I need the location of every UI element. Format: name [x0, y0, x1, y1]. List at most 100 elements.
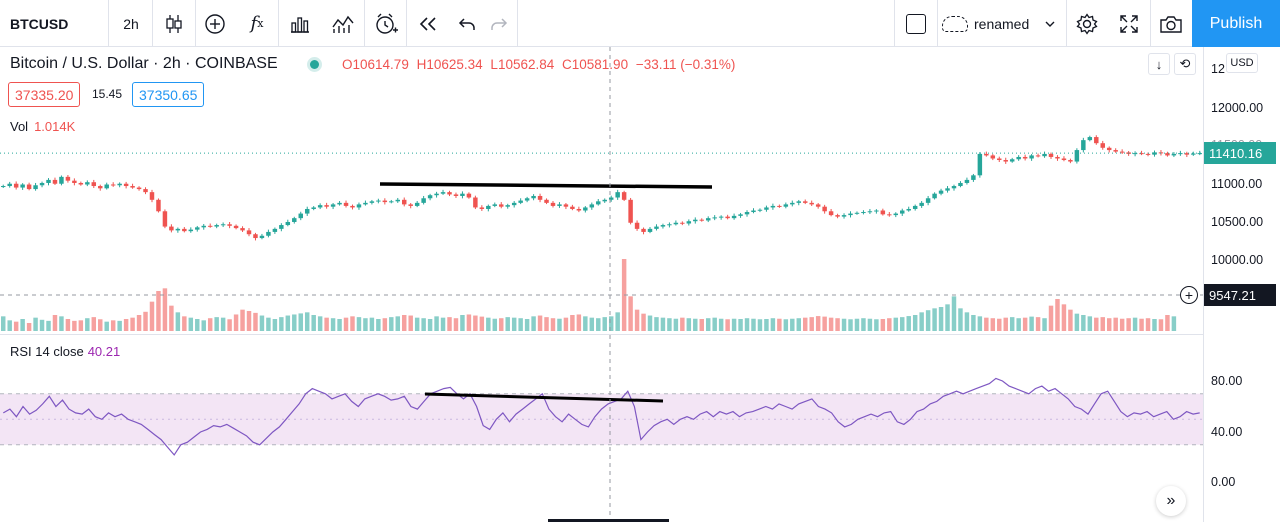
- candle-body: [330, 204, 336, 207]
- go-to-realtime-icon[interactable]: »: [1156, 486, 1186, 516]
- volume-legend: Vol 1.014K: [10, 119, 76, 134]
- candle-body: [13, 183, 19, 188]
- replay-icon[interactable]: [410, 0, 446, 47]
- camera-icon[interactable]: [1152, 0, 1190, 47]
- volume-bar: [123, 319, 129, 331]
- candle-body: [143, 189, 148, 193]
- layout-icon[interactable]: [906, 14, 926, 34]
- volume-bar: [932, 308, 937, 331]
- candle-body: [997, 158, 1002, 161]
- volume-bar: [1035, 317, 1041, 331]
- candle-body: [1055, 156, 1060, 159]
- volume-bar: [298, 313, 303, 331]
- candle-body: [149, 192, 155, 200]
- volume-bar: [1094, 317, 1099, 331]
- add-plus-icon[interactable]: +: [1180, 286, 1198, 304]
- volume-bar: [712, 317, 717, 331]
- candle-body: [317, 205, 323, 208]
- ohlc-values: O10614.79 H10625.34 L10562.84 C10581.90 …: [342, 57, 736, 72]
- pane-separator[interactable]: [0, 334, 1203, 335]
- scroll-down-icon[interactable]: ↓: [1148, 53, 1170, 75]
- volume-bar: [408, 315, 413, 331]
- redo-icon[interactable]: [484, 0, 514, 47]
- layout-name-button[interactable]: renamed: [942, 0, 1064, 47]
- candle-body: [544, 199, 549, 203]
- interval-button[interactable]: 2h: [123, 15, 139, 32]
- volume-bar: [395, 316, 400, 331]
- undo-icon[interactable]: [452, 0, 482, 47]
- settings-icon[interactable]: [1068, 0, 1106, 47]
- volume-bar: [1029, 316, 1034, 331]
- volume-bar: [1042, 318, 1047, 331]
- chart-canvas[interactable]: [0, 47, 1203, 522]
- volume-bar: [447, 317, 452, 331]
- legend-symbol-title: Bitcoin / U.S. Dollar · 2h · COINBASE: [10, 55, 278, 72]
- volume-bar: [770, 318, 776, 331]
- symbol-search-button[interactable]: BTCUSD: [10, 15, 69, 32]
- change-value: −33.11 (−0.31%): [635, 57, 736, 72]
- volume-bar: [667, 318, 672, 331]
- candle-body: [376, 200, 381, 202]
- candle-body: [634, 222, 640, 229]
- volume-bar: [1119, 318, 1125, 331]
- candle-body: [770, 205, 776, 208]
- compare-icon[interactable]: [324, 0, 362, 47]
- volume-bar: [272, 319, 278, 331]
- candle-body: [350, 205, 355, 208]
- indicators-plus-icon[interactable]: [198, 0, 232, 47]
- candle-body: [20, 184, 25, 188]
- auto-scale-icon[interactable]: ⟲: [1174, 53, 1196, 75]
- volume-bar: [790, 318, 795, 331]
- volume-bar: [1009, 317, 1015, 331]
- volume-bar: [654, 317, 659, 331]
- candle-body: [524, 198, 530, 201]
- candle-body: [1029, 155, 1034, 159]
- candle-body: [382, 200, 388, 203]
- candle-body: [259, 235, 265, 239]
- candles-icon[interactable]: [156, 0, 192, 47]
- candle-body: [201, 225, 206, 228]
- alert-icon[interactable]: [368, 0, 404, 47]
- currency-button[interactable]: USD: [1226, 53, 1258, 73]
- candle-body: [298, 213, 303, 219]
- buy-price-button[interactable]: 37350.65: [132, 82, 205, 107]
- volume-bar: [240, 309, 245, 331]
- candle-body: [835, 215, 840, 217]
- volume-bar: [98, 319, 103, 331]
- candle-body: [434, 193, 439, 196]
- volume-bar: [718, 318, 724, 331]
- candle-body: [887, 214, 892, 216]
- volume-bar: [647, 315, 653, 331]
- candle-body: [65, 176, 71, 181]
- toolbar-divider: [278, 0, 279, 47]
- bar-chart-icon[interactable]: [282, 0, 318, 47]
- volume-bar: [1068, 309, 1073, 331]
- volume-bar: [673, 318, 679, 331]
- sell-price-button[interactable]: 37335.20: [8, 82, 81, 107]
- volume-bar: [531, 316, 536, 331]
- volume-bar: [518, 318, 523, 331]
- candle-body: [402, 199, 407, 205]
- candle-body: [169, 226, 174, 231]
- volume-bar: [389, 317, 394, 331]
- chevron-down-icon: [1045, 21, 1055, 27]
- candle-body: [220, 224, 226, 226]
- volume-bar: [266, 317, 271, 331]
- volume-bar: [550, 318, 556, 331]
- candle-body: [790, 202, 795, 205]
- toolbar-divider: [937, 0, 938, 47]
- toolbar-divider: [1066, 0, 1067, 47]
- volume-bar: [563, 317, 569, 331]
- fullscreen-icon[interactable]: [1110, 0, 1148, 47]
- volume-bar: [608, 316, 614, 331]
- volume-bar: [880, 319, 886, 331]
- publish-button[interactable]: Publish: [1192, 0, 1280, 47]
- volume-bar: [402, 315, 407, 331]
- volume-bar: [693, 318, 698, 331]
- candle-body: [272, 228, 278, 232]
- volume-bar: [78, 320, 84, 331]
- rsi-line: [3, 377, 1200, 456]
- candle-body: [78, 182, 84, 185]
- volume-bar: [279, 317, 284, 331]
